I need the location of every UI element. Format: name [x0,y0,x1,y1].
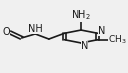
Text: N: N [81,41,88,51]
Text: NH: NH [28,24,43,34]
Text: N: N [98,26,105,36]
Text: NH$_2$: NH$_2$ [71,9,91,22]
Text: O: O [2,27,10,37]
Text: CH$_3$: CH$_3$ [108,34,127,46]
